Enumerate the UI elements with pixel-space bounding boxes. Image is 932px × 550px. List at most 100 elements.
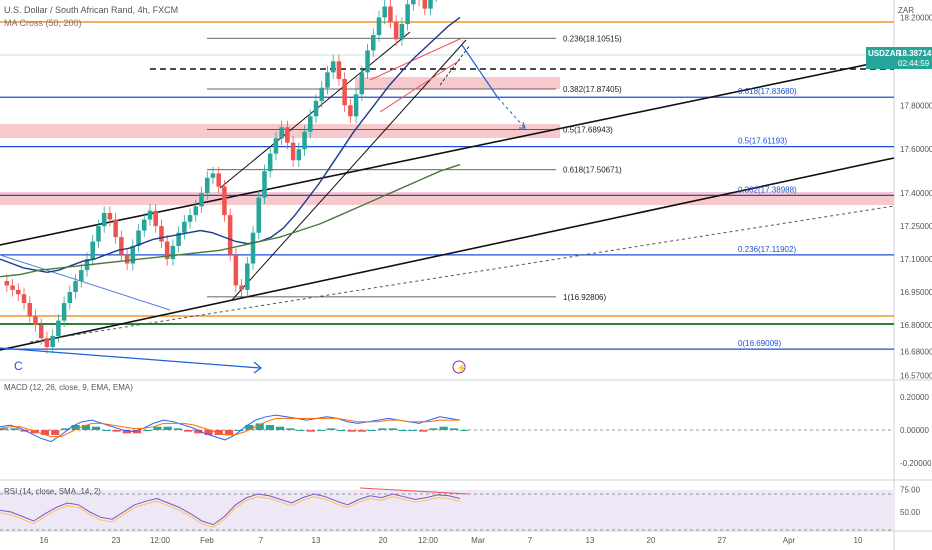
macd-histogram-bar <box>347 430 356 432</box>
macd-histogram-bar <box>194 430 203 434</box>
ma-200-line <box>0 163 461 278</box>
macd-histogram-bar <box>163 426 172 430</box>
macd-tick-label: 0.20000 <box>900 393 929 402</box>
price-tick-label: 17.40000 <box>900 189 932 198</box>
macd-histogram-bar <box>245 425 254 430</box>
time-tick-label: 13 <box>586 536 595 545</box>
price-tick-label: 16.68000 <box>900 347 932 356</box>
macd-histogram-bar <box>235 430 244 431</box>
price-tag-symbol: USDZAR <box>868 49 902 58</box>
macd-histogram-bar <box>429 428 438 430</box>
candle-body <box>308 116 313 132</box>
candle-body <box>290 142 296 161</box>
fib-level-label: 0(16.69009) <box>738 339 781 348</box>
macd-histogram-bar <box>143 430 152 431</box>
candle-body <box>153 210 158 227</box>
fib-level-label: 0.236(17.11902) <box>738 245 796 254</box>
candle-body <box>227 215 233 255</box>
macd-signal-line <box>0 417 460 438</box>
candle-body <box>16 289 21 295</box>
ma-cross-legend[interactable]: MA Cross (50, 200) <box>4 18 82 28</box>
candle-body <box>250 232 256 264</box>
price-tag-countdown: 02:44:59 <box>898 59 930 68</box>
candle-body <box>4 281 10 286</box>
rsi-band <box>0 490 894 530</box>
price-tag <box>866 47 932 69</box>
candle-body <box>330 61 336 73</box>
candle-body <box>113 219 118 238</box>
candle-body <box>313 100 319 117</box>
rsi-sma-line <box>0 496 461 528</box>
macd-histogram-bar <box>296 430 305 431</box>
macd-histogram-bar <box>378 428 387 430</box>
candle-body <box>187 215 193 222</box>
macd-histogram-bar <box>265 425 274 430</box>
candle-body <box>399 24 405 40</box>
resistance-zone <box>355 77 560 89</box>
macd-histogram-bar <box>316 430 326 431</box>
candle-body <box>182 221 187 233</box>
candle-body <box>239 285 244 290</box>
candle-body <box>210 173 216 178</box>
macd-histogram-bar <box>51 430 60 435</box>
candle-body <box>90 241 95 260</box>
candle-body <box>353 94 359 117</box>
macd-legend[interactable]: MACD (12, 26, close, 9, EMA, EMA) <box>4 383 133 392</box>
candle-body <box>96 226 101 242</box>
time-tick-label: 16 <box>40 536 49 545</box>
lightning-icon[interactable] <box>452 360 466 374</box>
macd-histogram-bar <box>81 425 90 430</box>
macd-histogram-bar <box>368 430 377 431</box>
price-tick-label: 16.95000 <box>900 288 932 297</box>
time-tick-label: 10 <box>854 536 863 545</box>
channel-line <box>231 39 467 301</box>
time-tick-label: 20 <box>379 536 388 545</box>
price-tick-label: 18.20000 <box>900 13 932 22</box>
macd-tick-label: -0.20000 <box>900 459 932 468</box>
candle-body <box>262 171 267 198</box>
macd-histogram-bar <box>327 428 336 430</box>
wedge-line <box>369 37 463 81</box>
projection-arrow-dashed <box>497 97 526 129</box>
macd-histogram-bar <box>419 430 428 432</box>
arrow-head <box>253 361 262 374</box>
price-tick-label: 17.60000 <box>900 145 932 154</box>
candle-body <box>61 303 67 321</box>
macd-histogram-bar <box>306 430 315 432</box>
candle-body <box>44 338 50 347</box>
macd-histogram-bar <box>286 428 295 430</box>
candle-body <box>170 245 176 260</box>
candle-body <box>405 4 410 25</box>
time-tick-label: 12:00 <box>150 536 171 545</box>
rsi-legend[interactable]: RSI (14, close, SMA, 14, 2) <box>4 487 101 496</box>
fib-level-label: 0.618(17.83680) <box>738 87 797 96</box>
macd-line <box>0 414 461 443</box>
wave-arrow <box>0 347 261 369</box>
fib-retracement-label: 1(16.92806) <box>563 293 606 302</box>
candle-body <box>411 0 416 5</box>
time-tick-label: 23 <box>112 536 121 545</box>
candle-body <box>159 226 164 242</box>
macd-histogram-bar <box>10 428 19 430</box>
candle-body <box>38 325 44 339</box>
candle-body <box>222 186 227 216</box>
price-tick-label: 16.80000 <box>900 321 932 330</box>
macd-histogram-bar <box>357 430 366 432</box>
macd-histogram-bar <box>204 430 213 435</box>
macd-histogram-bar <box>408 430 418 431</box>
candle-body <box>233 254 239 286</box>
candle-body <box>142 219 147 231</box>
candle-body <box>296 149 302 161</box>
macd-histogram-bar <box>276 426 285 430</box>
price-tick-label: 17.25000 <box>900 222 932 231</box>
macd-histogram-bar <box>61 428 70 430</box>
fib-retracement-label: 0.236(18.10515) <box>563 34 622 43</box>
candle-body <box>67 292 73 304</box>
time-tick-label: 7 <box>528 536 533 545</box>
candle-body <box>193 206 199 216</box>
macd-histogram-bar <box>337 430 346 431</box>
candle-body <box>376 17 382 35</box>
time-tick-label: 13 <box>312 536 321 545</box>
candle-body <box>10 285 15 290</box>
